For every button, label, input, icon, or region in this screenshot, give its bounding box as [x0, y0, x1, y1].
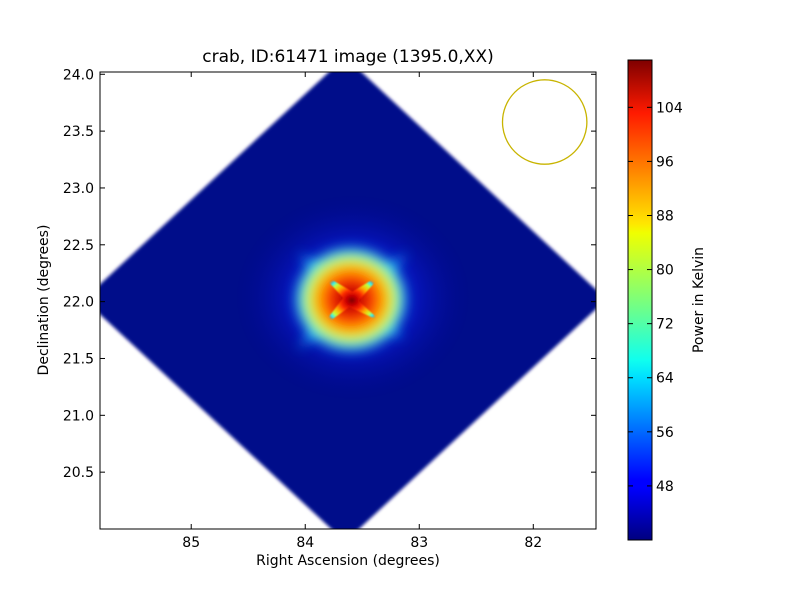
colorbar-label: Power in Kelvin — [691, 247, 707, 353]
colorbar-tick-label: 48 — [656, 479, 674, 495]
colorbar-tick-label: 96 — [656, 154, 674, 170]
y-tick-label: 23.0 — [63, 181, 94, 197]
source-peak — [321, 273, 383, 328]
x-tick-label: 84 — [296, 535, 314, 551]
chart-title: crab, ID:61471 image (1395.0,XX) — [202, 47, 493, 67]
colorbar-ticks: 48 56 64 72 80 88 96 104 — [628, 100, 683, 495]
x-tick-label: 85 — [182, 535, 200, 551]
colorbar-tick-label: 72 — [656, 317, 674, 333]
y-tick-label: 23.5 — [63, 124, 94, 140]
colorbar-tick-label: 64 — [656, 371, 674, 387]
beam-circle — [501, 79, 588, 165]
x-axis: 85 84 83 82 — [182, 72, 542, 551]
colorbar-tick-label: 88 — [656, 208, 674, 224]
colorbar-tick-label: 80 — [656, 263, 674, 279]
intensity-map — [100, 72, 596, 529]
colorbar-tick-label: 104 — [656, 100, 683, 116]
y-tick-label: 22.0 — [63, 295, 94, 311]
x-axis-label: Right Ascension (degrees) — [256, 553, 440, 569]
y-axis: 20.5 21.0 21.5 22.0 22.5 23.0 23.5 24.0 — [63, 67, 596, 481]
x-tick-label: 83 — [410, 535, 428, 551]
y-tick-label: 21.0 — [63, 408, 94, 424]
y-axis-label: Declination (degrees) — [36, 225, 52, 376]
colorbar-tick-label: 56 — [656, 425, 674, 441]
y-tick-label: 22.5 — [63, 238, 94, 254]
plot-frame — [99, 71, 597, 530]
colorbar — [627, 59, 653, 541]
x-tick-label: 82 — [524, 535, 542, 551]
y-tick-label: 20.5 — [63, 465, 94, 481]
y-tick-label: 21.5 — [63, 351, 94, 367]
y-tick-label: 24.0 — [63, 67, 94, 83]
